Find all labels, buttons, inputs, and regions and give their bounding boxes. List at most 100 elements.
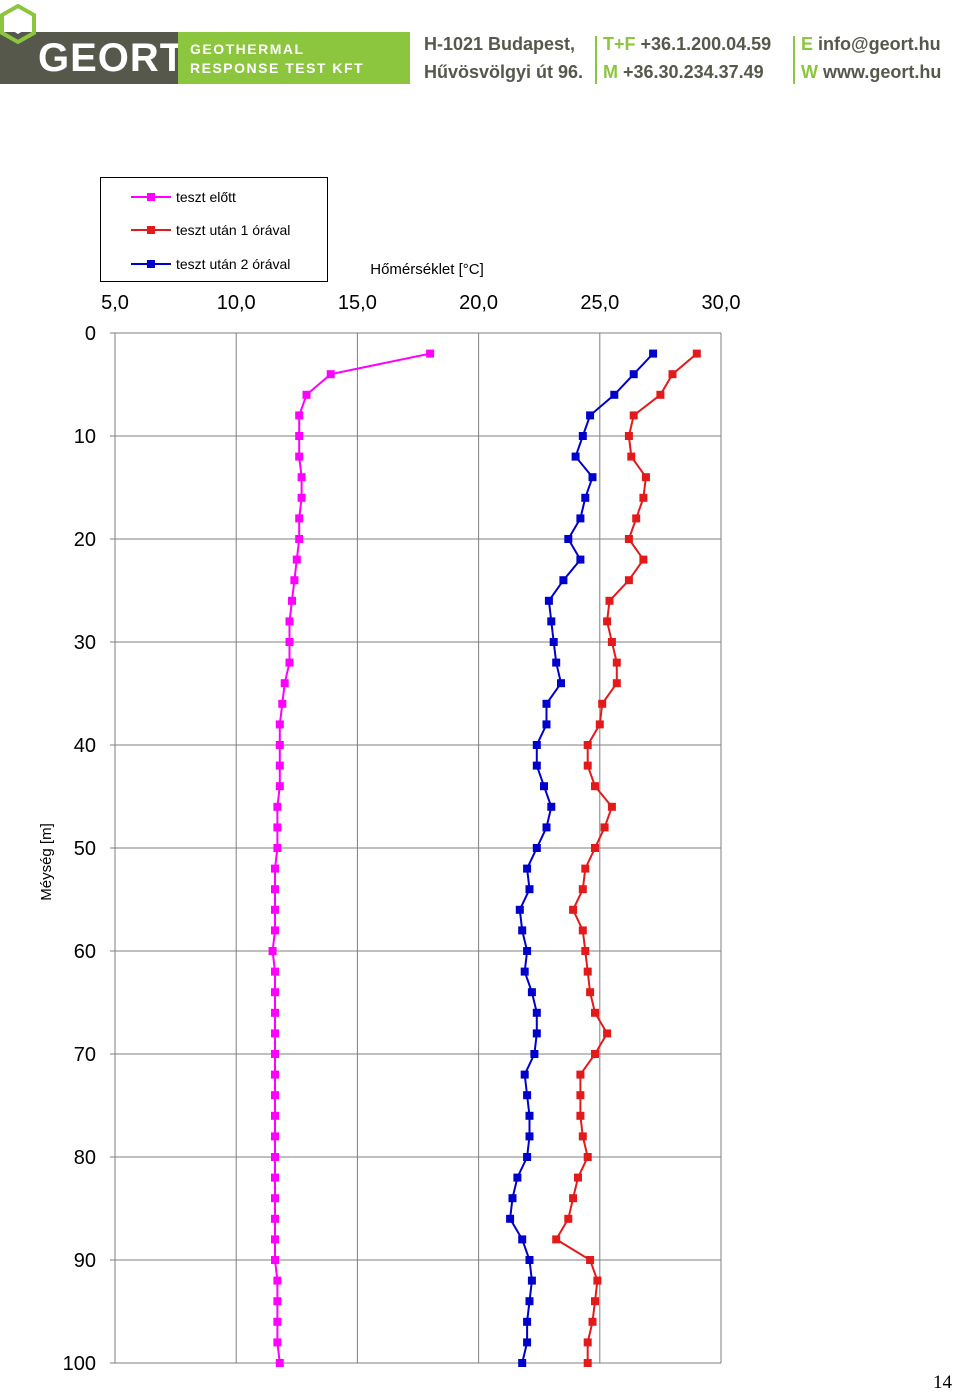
data-point-series-2 [624, 432, 633, 440]
logo-background [0, 32, 178, 84]
header-separator [595, 36, 597, 84]
data-point-series-1 [271, 1132, 279, 1141]
data-point-series-2 [569, 905, 578, 914]
phone-line2: M +36.30.234.37.49 [603, 62, 764, 83]
data-point-series-1 [295, 432, 304, 440]
data-point-series-1 [271, 885, 279, 894]
x-tick-label: 30,0 [702, 292, 741, 314]
data-point-series-3 [525, 1132, 534, 1141]
data-point-series-3 [532, 761, 541, 770]
data-point-series-3 [506, 1214, 515, 1223]
data-point-series-3 [518, 926, 527, 935]
address-line1: H-1021 Budapest, [424, 34, 576, 54]
data-point-series-1 [271, 1091, 279, 1100]
data-point-series-3 [542, 699, 551, 708]
x-tick-label: 15,0 [338, 292, 377, 314]
data-point-series-1 [273, 1338, 282, 1347]
data-point-series-2 [578, 885, 587, 894]
data-point-series-1 [271, 1111, 279, 1120]
data-point-series-3 [525, 885, 534, 894]
data-point-series-1 [271, 1235, 279, 1244]
data-point-series-3 [629, 370, 638, 379]
phone-value1: +36.1.200.04.59 [640, 34, 772, 54]
data-point-series-1 [290, 576, 299, 585]
data-point-series-2 [692, 349, 701, 358]
data-point-series-3 [525, 1297, 534, 1306]
legend-swatch-series-1 [131, 193, 171, 201]
legend-label: teszt után 1 órával [176, 222, 291, 238]
x-tick-label: 25,0 [580, 292, 619, 314]
data-point-series-2 [578, 1132, 587, 1141]
x-tick-label: 20,0 [459, 292, 498, 314]
data-point-series-2 [632, 514, 641, 523]
x-tick-label: 10,0 [217, 292, 256, 314]
data-point-series-1 [302, 390, 311, 399]
data-point-series-2 [591, 782, 599, 791]
y-tick-label: 60 [74, 941, 96, 963]
data-point-series-2 [624, 576, 633, 585]
data-point-series-1 [326, 370, 335, 379]
data-point-series-2 [552, 1235, 561, 1244]
data-point-series-3 [532, 1008, 541, 1017]
y-tick-label: 10 [74, 426, 96, 448]
contact-line1: E info@geort.hu [801, 34, 941, 55]
data-point-series-3 [547, 617, 556, 626]
data-point-series-3 [523, 864, 532, 873]
data-point-series-2 [598, 699, 607, 708]
data-point-series-1 [271, 1008, 279, 1017]
y-tick-label: 0 [85, 323, 96, 345]
data-point-series-3 [523, 1153, 532, 1161]
data-point-series-2 [603, 1029, 612, 1038]
data-point-series-3 [520, 1070, 529, 1079]
data-point-series-1 [278, 699, 287, 708]
data-point-series-2 [578, 926, 587, 935]
data-point-series-2 [593, 1276, 602, 1285]
data-point-series-2 [586, 1256, 595, 1264]
data-point-series-1 [271, 1153, 279, 1161]
data-point-series-1 [297, 473, 306, 482]
data-point-series-3 [586, 411, 595, 420]
data-point-series-3 [557, 679, 565, 688]
series-line-2 [554, 352, 698, 1363]
data-point-series-1 [271, 1029, 279, 1038]
data-point-series-2 [576, 1091, 585, 1100]
data-point-series-1 [285, 638, 294, 646]
y-tick-label: 50 [74, 838, 96, 860]
data-point-series-3 [532, 844, 541, 852]
y-tick-label: 80 [74, 1147, 96, 1169]
data-point-series-3 [549, 638, 558, 646]
data-point-series-3 [564, 535, 573, 543]
data-point-series-1 [271, 926, 279, 935]
data-point-series-3 [540, 782, 548, 791]
data-point-series-3 [527, 1276, 536, 1285]
chart-grid [114, 332, 722, 1364]
phone-key1: T+F [603, 34, 636, 54]
data-point-series-2 [583, 967, 592, 976]
letterhead: GEORT GEOTHERMAL RESPONSE TEST KFT H-102… [0, 0, 960, 90]
data-point-series-2 [629, 411, 638, 420]
data-point-series-1 [271, 1194, 279, 1203]
x-tick-label: 5,0 [101, 292, 129, 314]
data-point-series-3 [588, 473, 597, 482]
phone-key2: M [603, 62, 618, 82]
data-point-series-1 [273, 844, 282, 852]
contact-key1: E [801, 34, 814, 54]
y-tick-label: 100 [63, 1353, 96, 1375]
data-point-series-2 [627, 452, 636, 461]
data-point-series-2 [607, 638, 616, 646]
data-point-series-3 [552, 658, 561, 667]
data-point-series-2 [591, 1050, 599, 1058]
data-point-series-2 [586, 988, 595, 997]
data-point-series-1 [271, 905, 279, 914]
contact-value1: info@geort.hu [818, 34, 941, 54]
contact-value2: www.geort.hu [823, 62, 942, 82]
data-point-series-1 [275, 720, 284, 729]
legend-label: teszt után 2 órával [176, 256, 291, 272]
data-point-series-2 [583, 1153, 592, 1161]
data-point-series-3 [547, 802, 556, 811]
data-point-series-2 [569, 1194, 578, 1203]
series-line-1 [271, 352, 431, 1364]
chart-legend: teszt előtt teszt után 1 órával teszt ut… [100, 177, 328, 282]
data-point-series-2 [588, 1317, 597, 1326]
